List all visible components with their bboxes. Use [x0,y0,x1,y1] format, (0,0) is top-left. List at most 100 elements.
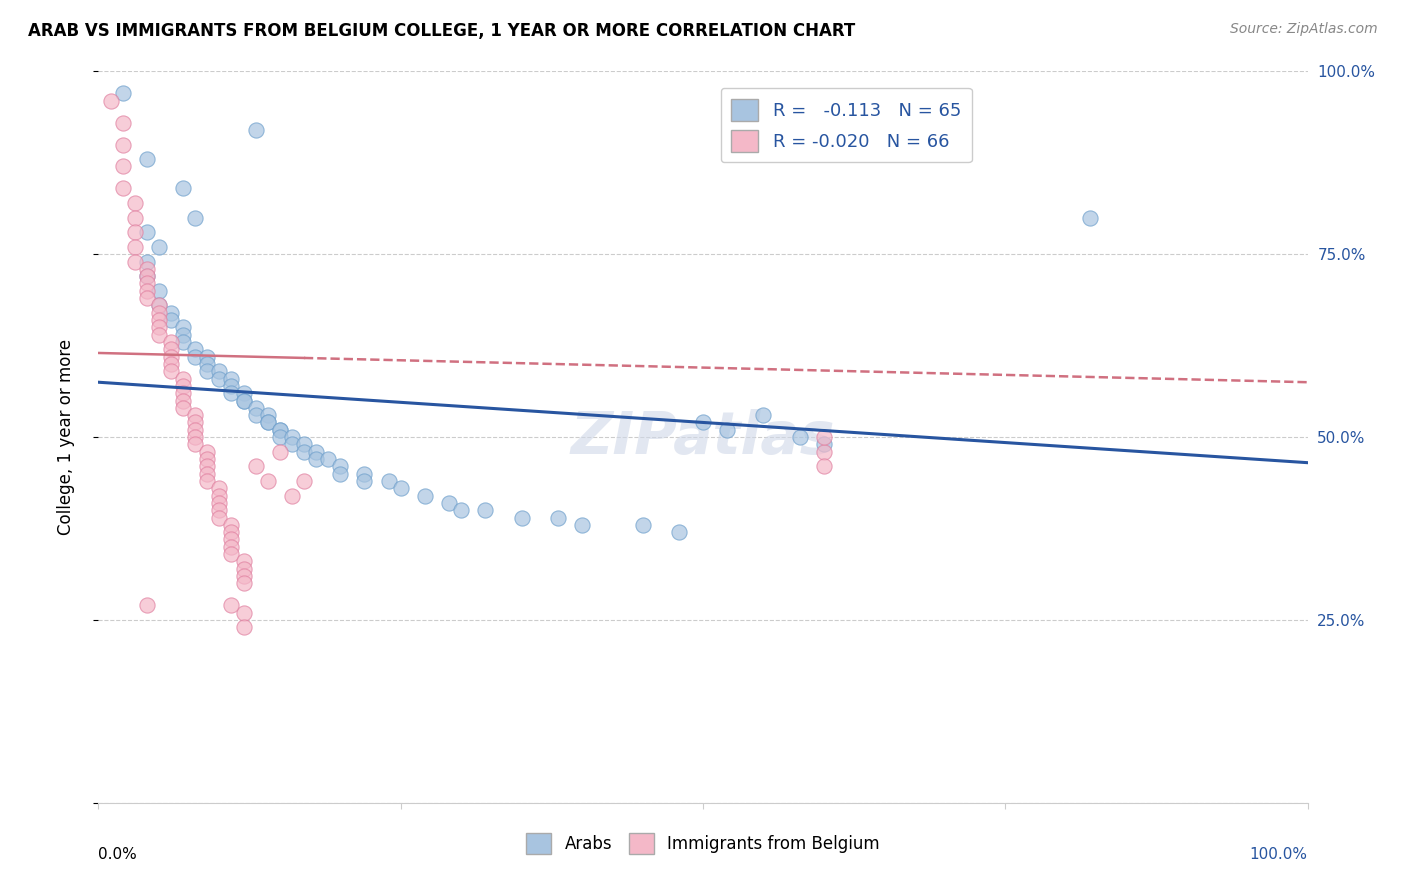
Point [208,510,231,524]
Point [281,489,304,503]
Point [389,481,412,495]
Point [160,350,183,364]
Point [269,444,291,458]
Point [813,459,835,474]
Point [195,350,218,364]
Point [269,423,291,437]
Point [195,474,218,488]
Point [172,386,194,401]
Point [124,211,146,225]
Point [437,496,460,510]
Point [124,254,146,268]
Point [232,576,254,591]
Point [184,211,207,225]
Point [813,437,835,451]
Point [221,533,243,547]
Point [232,386,254,401]
Point [160,313,183,327]
Point [148,284,170,298]
Point [631,517,654,532]
Text: 100.0%: 100.0% [1250,847,1308,862]
Point [269,430,291,444]
Point [208,481,231,495]
Point [135,225,157,239]
Point [195,467,218,481]
Point [135,152,157,166]
Point [256,408,278,422]
Point [329,467,352,481]
Point [100,94,122,108]
Point [208,371,231,385]
Point [208,489,231,503]
Point [148,327,170,342]
Point [184,416,207,430]
Point [135,277,157,291]
Point [208,503,231,517]
Point [124,225,146,239]
Point [510,510,533,524]
Point [1078,211,1101,225]
Point [668,525,690,540]
Text: 0.0%: 0.0% [98,847,138,862]
Text: Source: ZipAtlas.com: Source: ZipAtlas.com [1230,22,1378,37]
Point [172,393,194,408]
Point [221,517,243,532]
Point [413,489,436,503]
Point [172,401,194,415]
Point [135,269,157,284]
Point [353,467,375,481]
Point [172,320,194,334]
Point [789,430,811,444]
Point [135,284,157,298]
Point [184,350,207,364]
Point [329,459,352,474]
Point [184,343,207,357]
Point [135,599,157,613]
Point [184,408,207,422]
Point [547,510,569,524]
Point [245,401,267,415]
Y-axis label: College, 1 year or more: College, 1 year or more [56,339,75,535]
Text: ARAB VS IMMIGRANTS FROM BELGIUM COLLEGE, 1 YEAR OR MORE CORRELATION CHART: ARAB VS IMMIGRANTS FROM BELGIUM COLLEGE,… [28,22,855,40]
Point [148,313,170,327]
Point [256,474,278,488]
Point [148,240,170,254]
Point [124,240,146,254]
Point [195,364,218,378]
Point [195,452,218,467]
Point [160,357,183,371]
Point [256,416,278,430]
Point [245,408,267,422]
Point [281,430,304,444]
Point [111,87,134,101]
Point [292,444,315,458]
Point [195,444,218,458]
Point [172,334,194,349]
Point [184,437,207,451]
Text: ZIPatlas: ZIPatlas [571,409,835,466]
Point [221,540,243,554]
Point [111,160,134,174]
Point [184,423,207,437]
Point [160,334,183,349]
Point [148,320,170,334]
Point [160,306,183,320]
Point [269,423,291,437]
Point [450,503,472,517]
Point [377,474,399,488]
Point [232,569,254,583]
Point [245,459,267,474]
Point [124,196,146,211]
Point [111,181,134,195]
Point [292,437,315,451]
Point [208,496,231,510]
Point [292,474,315,488]
Point [148,298,170,312]
Point [221,371,243,385]
Point [813,444,835,458]
Point [221,386,243,401]
Point [172,181,194,195]
Point [172,379,194,393]
Point [221,547,243,561]
Point [221,379,243,393]
